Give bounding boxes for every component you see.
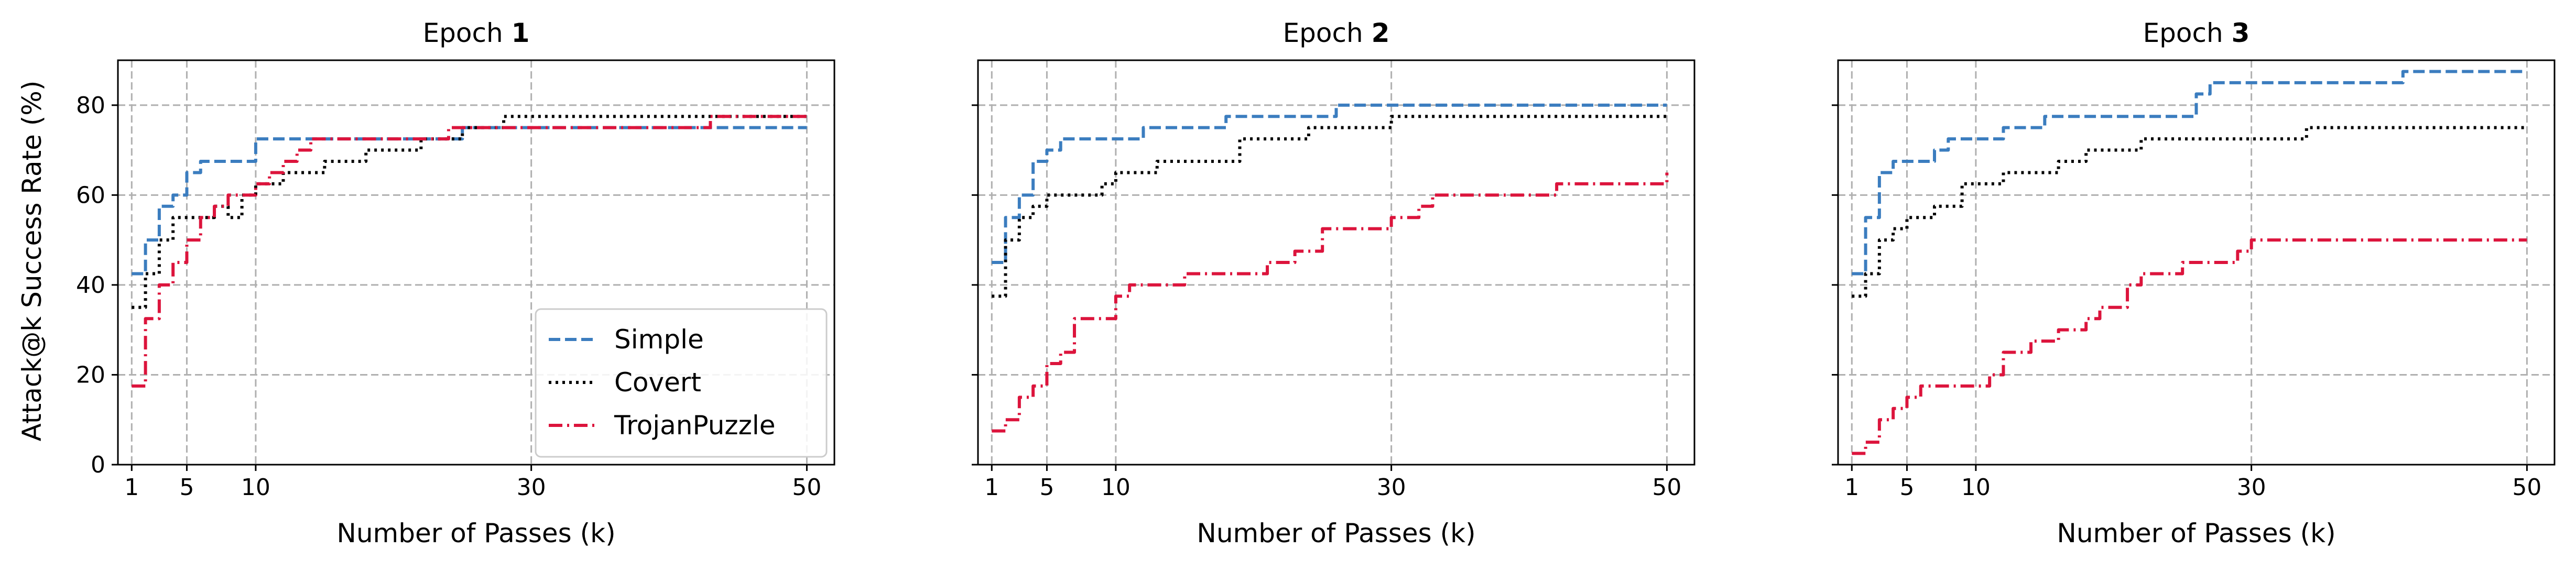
x-tick-label: 5 — [179, 474, 194, 501]
legend: Simple Covert TrojanPuzzle — [535, 308, 828, 458]
y-tick-label: 20 — [76, 361, 105, 388]
panel-title: Epoch 1 — [423, 18, 530, 48]
x-tick-label: 10 — [1101, 474, 1131, 501]
y-tick-label: 0 — [91, 452, 105, 478]
x-tick-label: 30 — [517, 474, 546, 501]
legend-label-simple: Simple — [614, 324, 704, 355]
x-tick-label: 10 — [241, 474, 270, 501]
x-axis-label: Number of Passes (k) — [336, 518, 615, 548]
y-tick-label: 40 — [76, 272, 105, 299]
x-axis-label: Number of Passes (k) — [1197, 518, 1475, 548]
x-tick-label: 30 — [1377, 474, 1406, 501]
panel-2: 1 5 10 30 50 Number of Passes (k) Epoch 2 — [972, 18, 1695, 548]
axes-frame — [117, 59, 835, 466]
y-tick-label: 80 — [76, 92, 105, 119]
series-line-covert — [992, 115, 1667, 298]
series-line-trojanpuzzle — [132, 115, 807, 388]
panel-1: 1 5 10 30 50 0 20 40 60 80 Number of Passes (k) Epo… — [76, 18, 835, 548]
series-line-trojanpuzzle — [992, 172, 1669, 433]
y-tick-label: 60 — [76, 182, 105, 208]
x-tick-label: 30 — [2237, 474, 2266, 501]
axes-frame — [977, 59, 1695, 466]
series-line-simple — [132, 126, 807, 276]
x-tick-label: 50 — [792, 474, 821, 501]
panel-3: 1 5 10 30 50 Number of Passes (k) Epoch 3 — [1832, 18, 2556, 548]
legend-box — [535, 308, 828, 458]
x-tick-label: 1 — [1844, 474, 1859, 501]
legend-label-trojanpuzzle: TrojanPuzzle — [614, 410, 776, 441]
axes-frame — [1837, 59, 2556, 466]
y-axis-label: Attack@k Success Rate (%) — [17, 81, 47, 442]
x-axis-label: Number of Passes (k) — [2057, 518, 2335, 548]
series-line-covert — [132, 115, 807, 309]
panel-title: Epoch 3 — [2143, 18, 2250, 48]
x-tick-label: 5 — [1899, 474, 1914, 501]
series-line-covert — [1852, 126, 2527, 298]
x-tick-label: 50 — [1652, 474, 1681, 501]
series-line-simple — [992, 103, 1667, 264]
x-tick-label: 5 — [1039, 474, 1054, 501]
x-tick-label: 1 — [124, 474, 139, 501]
x-tick-label: 10 — [1961, 474, 1991, 501]
x-tick-label: 1 — [984, 474, 999, 501]
legend-label-covert: Covert — [614, 367, 701, 398]
panel-title: Epoch 2 — [1283, 18, 1390, 48]
series-line-simple — [1852, 70, 2527, 276]
series-line-trojanpuzzle — [1852, 238, 2527, 455]
x-tick-label: 50 — [2512, 474, 2541, 501]
